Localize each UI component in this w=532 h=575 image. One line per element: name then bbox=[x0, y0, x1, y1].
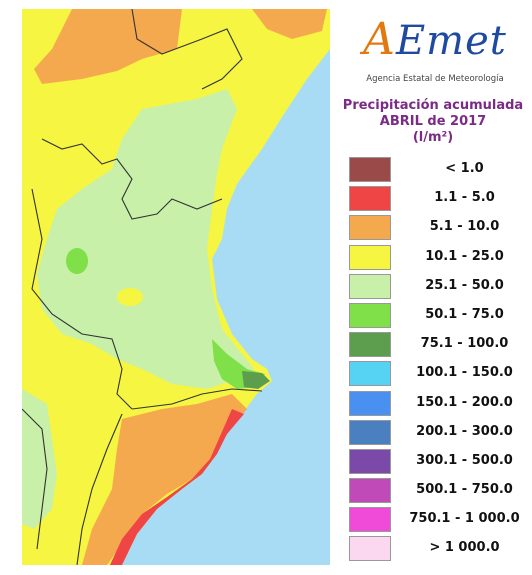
legend-row: > 1 000.0 bbox=[349, 536, 532, 565]
legend-label: 25.1 - 50.0 bbox=[425, 277, 504, 293]
legend-row: 75.1 - 100.0 bbox=[349, 332, 532, 361]
region-darkgreen-coast bbox=[242, 371, 270, 389]
legend-row: 10.1 - 25.0 bbox=[349, 244, 532, 274]
title-unit: (l/m²) bbox=[412, 130, 454, 145]
aemet-logo: AEmet Agencia Estatal de Meteorología bbox=[350, 14, 520, 94]
legend-swatch bbox=[349, 419, 391, 445]
legend-label: < 1.0 bbox=[445, 161, 484, 176]
legend-row: 5.1 - 10.0 bbox=[349, 215, 532, 244]
legend-swatch bbox=[349, 273, 391, 299]
legend-label: 200.1 - 300.0 bbox=[416, 423, 513, 439]
legend-row: 1.1 - 5.0 bbox=[349, 186, 532, 215]
region-orange-south bbox=[82, 394, 247, 565]
legend-label: 75.1 - 100.0 bbox=[420, 336, 509, 352]
legend-label: 750.1 - 1 000.0 bbox=[409, 511, 520, 527]
legend-label: 100.1 - 150.0 bbox=[416, 365, 513, 381]
legend-swatch bbox=[349, 390, 391, 416]
title-line2: ABRIL de 2017 bbox=[379, 114, 487, 129]
legend-label: 50.1 - 75.0 bbox=[425, 306, 504, 322]
legend-swatch bbox=[349, 302, 391, 328]
region-yellow-patch bbox=[117, 288, 143, 306]
legend-label: > 1 000.0 bbox=[429, 540, 500, 556]
logo-wordmark: AEmet bbox=[363, 14, 507, 65]
region-lightgreen-west bbox=[22, 389, 57, 529]
legend-row: 750.1 - 1 000.0 bbox=[349, 507, 532, 536]
legend-row: 100.1 - 150.0 bbox=[349, 361, 532, 390]
legend-swatch bbox=[349, 332, 391, 358]
legend-row: 500.1 - 750.0 bbox=[349, 478, 532, 507]
region-red-south bbox=[110, 409, 244, 565]
legend-label: 10.1 - 25.0 bbox=[425, 248, 504, 264]
map-title: Precipitación acumulada ABRIL de 2017 (l… bbox=[334, 98, 532, 146]
legend-swatch bbox=[349, 507, 391, 533]
legend-label: 1.1 - 5.0 bbox=[434, 190, 495, 206]
legend-panel: AEmet Agencia Estatal de Meteorología Pr… bbox=[334, 0, 532, 575]
legend-row: 25.1 - 50.0 bbox=[349, 273, 532, 303]
region-lightgreen-central bbox=[37, 89, 254, 389]
precipitation-map bbox=[22, 9, 330, 565]
legend-label: 500.1 - 750.0 bbox=[416, 482, 513, 498]
legend-swatch bbox=[349, 157, 391, 182]
legend-label: 5.1 - 10.0 bbox=[429, 219, 500, 235]
region-orange-north bbox=[34, 9, 182, 84]
legend-swatch bbox=[349, 244, 391, 270]
legend-swatch bbox=[349, 478, 391, 504]
legend-row: 300.1 - 500.0 bbox=[349, 448, 532, 478]
province-borders bbox=[22, 9, 263, 565]
legend: < 1.0 1.1 - 5.0 5.1 - 10.0 10.1 - 25.0 25.1 … bbox=[349, 157, 532, 566]
legend-label: 150.1 - 200.0 bbox=[416, 394, 513, 410]
legend-swatch bbox=[349, 186, 391, 212]
legend-swatch bbox=[349, 215, 391, 241]
legend-row: < 1.0 bbox=[349, 157, 532, 186]
legend-swatch bbox=[349, 361, 391, 387]
legend-row: 200.1 - 300.0 bbox=[349, 419, 532, 449]
logo-subtitle: Agencia Estatal de Meteorología bbox=[366, 74, 504, 84]
region-orange-northeast bbox=[252, 9, 327, 39]
title-line1: Precipitación acumulada bbox=[342, 98, 524, 113]
legend-swatch bbox=[349, 448, 391, 474]
legend-swatch bbox=[349, 536, 391, 562]
legend-label: 300.1 - 500.0 bbox=[416, 452, 513, 468]
region-green-spot-west bbox=[66, 248, 88, 274]
legend-row: 150.1 - 200.0 bbox=[349, 390, 532, 420]
legend-row: 50.1 - 75.0 bbox=[349, 302, 532, 332]
